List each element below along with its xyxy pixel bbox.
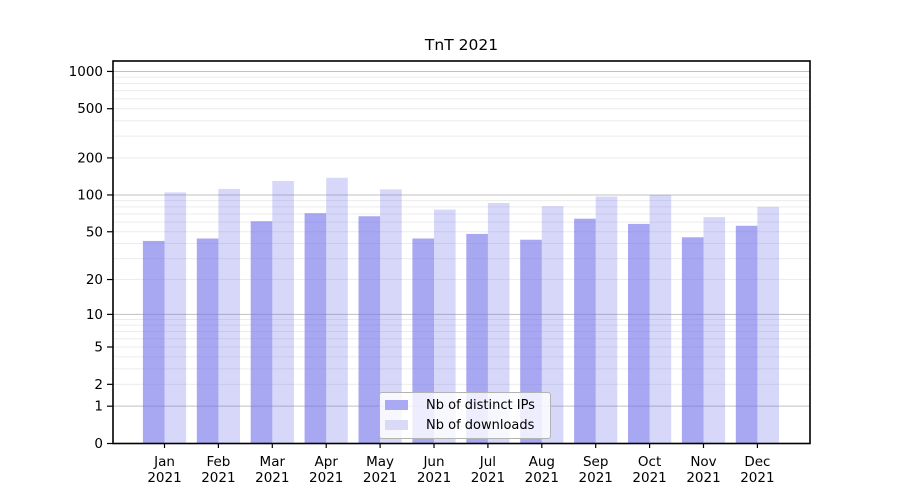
y-tick-label-10: 10 xyxy=(86,307,103,323)
bar-downloads-nov xyxy=(703,217,726,444)
x-tick-label-month-dec: Dec xyxy=(744,454,770,470)
x-tick-label-year-jun: 2021 xyxy=(417,470,451,486)
y-tick-label-500: 500 xyxy=(77,101,103,117)
bar-distinct-ips-feb xyxy=(196,238,219,444)
x-tick-label-year-apr: 2021 xyxy=(309,470,343,486)
y-tick-label-1: 1 xyxy=(94,399,103,415)
x-tick-label-month-jan: Jan xyxy=(153,454,175,470)
legend-swatch-distinct-ips xyxy=(385,400,408,410)
x-tick-label-month-feb: Feb xyxy=(206,454,230,470)
legend: Nb of distinct IPs Nb of downloads xyxy=(379,392,551,439)
y-tick-label-0: 0 xyxy=(94,436,103,452)
x-tick-label-year-nov: 2021 xyxy=(686,470,720,486)
y-tick-label-1000: 1000 xyxy=(69,64,103,80)
bar-downloads-oct xyxy=(649,194,672,444)
bar-downloads-jul xyxy=(487,202,510,444)
x-tick-label-month-mar: Mar xyxy=(260,454,286,470)
y-tick-label-20: 20 xyxy=(86,272,103,288)
bar-distinct-ips-mar xyxy=(250,221,273,444)
x-tick-label-year-mar: 2021 xyxy=(255,470,289,486)
y-tick-label-200: 200 xyxy=(77,150,103,166)
bar-downloads-aug xyxy=(541,206,564,444)
x-tick-label-month-jul: Jul xyxy=(479,454,496,470)
legend-item-downloads: Nb of downloads xyxy=(380,415,550,435)
bar-distinct-ips-oct xyxy=(628,223,650,444)
bar-downloads-sep xyxy=(595,196,618,444)
legend-label-distinct-ips: Nb of distinct IPs xyxy=(426,397,535,413)
bar-downloads-apr xyxy=(326,177,348,444)
bar-distinct-ips-may xyxy=(358,216,381,444)
bar-distinct-ips-nov xyxy=(681,237,704,444)
x-tick-label-month-oct: Oct xyxy=(638,454,661,470)
x-tick-label-year-may: 2021 xyxy=(363,470,397,486)
y-tick-label-100: 100 xyxy=(77,187,103,203)
x-tick-label-month-aug: Aug xyxy=(529,454,555,470)
x-tick-label-year-oct: 2021 xyxy=(632,470,666,486)
x-tick-label-year-dec: 2021 xyxy=(740,470,774,486)
bar-distinct-ips-jan xyxy=(142,240,165,444)
y-tick-label-5: 5 xyxy=(94,340,103,356)
x-tick-label-year-jul: 2021 xyxy=(471,470,505,486)
chart-title: TnT 2021 xyxy=(424,36,499,54)
legend-item-distinct-ips: Nb of distinct IPs xyxy=(380,395,550,415)
x-tick-label-year-jan: 2021 xyxy=(147,470,181,486)
legend-swatch-downloads xyxy=(385,420,408,430)
x-tick-label-month-may: May xyxy=(366,454,394,470)
x-tick-label-month-sep: Sep xyxy=(583,454,608,470)
y-tick-label-50: 50 xyxy=(86,224,103,240)
x-tick-label-month-nov: Nov xyxy=(690,454,716,470)
bar-distinct-ips-dec xyxy=(735,225,758,444)
x-tick-label-month-apr: Apr xyxy=(315,454,339,470)
bar-downloads-mar xyxy=(272,180,294,444)
bar-downloads-dec xyxy=(757,206,779,444)
x-tick-label-year-feb: 2021 xyxy=(201,470,235,486)
bar-distinct-ips-sep xyxy=(574,218,596,444)
x-tick-label-year-sep: 2021 xyxy=(579,470,613,486)
bar-downloads-feb xyxy=(218,188,240,444)
legend-label-downloads: Nb of downloads xyxy=(426,417,535,433)
x-tick-label-month-jun: Jun xyxy=(422,454,444,470)
bar-distinct-ips-jul xyxy=(466,233,488,444)
bar-downloads-jun xyxy=(434,209,456,444)
bar-downloads-jan xyxy=(164,192,187,444)
y-tick-label-2: 2 xyxy=(94,377,103,393)
plot-border xyxy=(112,60,811,445)
bar-downloads-may xyxy=(380,189,402,444)
bar-distinct-ips-apr xyxy=(304,213,327,444)
x-tick-label-year-aug: 2021 xyxy=(525,470,559,486)
